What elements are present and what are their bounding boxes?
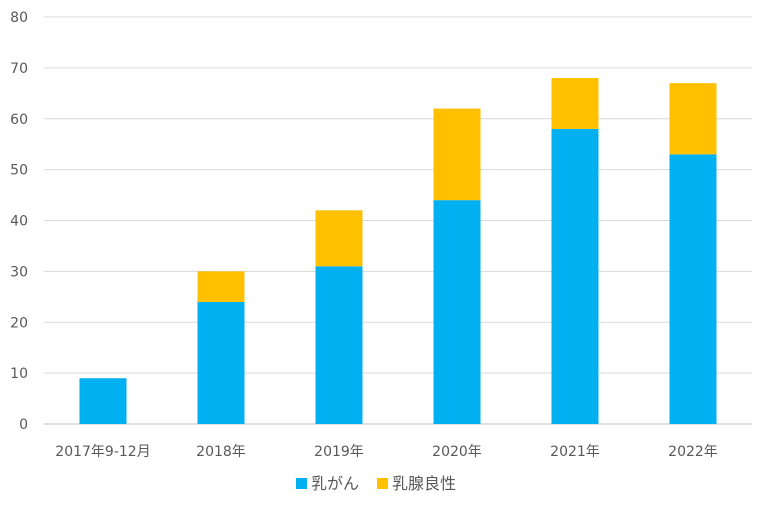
x-tick-label: 2019年	[314, 444, 364, 460]
bar-breast-cancer-3	[433, 200, 481, 424]
legend-swatch	[296, 478, 307, 489]
x-tick-label: 2017年9-12月	[55, 444, 150, 460]
legend-swatch	[377, 478, 388, 489]
bar-breast-cancer-5	[669, 154, 717, 425]
bar-benign-2	[315, 210, 363, 267]
x-tick-label: 2020年	[432, 444, 482, 460]
x-tick-label: 2018年	[196, 444, 246, 460]
legend: 乳がん 乳腺良性	[296, 474, 456, 493]
x-axis: 2017年9-12月 2018年 2019年 2020年 2021年 2022年	[55, 444, 718, 460]
y-tick-label: 70	[10, 61, 28, 77]
y-tick-label: 40	[10, 214, 28, 230]
bar-breast-cancer-4	[551, 128, 599, 425]
y-tick-label: 20	[10, 315, 28, 331]
legend-label: 乳がん	[311, 474, 359, 493]
bar-benign-3	[433, 108, 481, 201]
y-tick-label: 60	[10, 112, 28, 128]
y-tick-label: 0	[19, 417, 28, 433]
bar-breast-cancer-0	[79, 378, 127, 424]
x-tick-label: 2021年	[550, 444, 600, 460]
bar-benign-4	[551, 78, 599, 129]
bar-benign-1	[197, 271, 245, 302]
y-tick-label: 30	[10, 264, 28, 280]
y-axis: 0 10 20 30 40 50 60 70 80	[10, 10, 28, 433]
y-tick-label: 10	[10, 366, 28, 382]
bar-breast-cancer-1	[197, 301, 245, 424]
legend-label: 乳腺良性	[392, 474, 456, 493]
bars	[79, 78, 717, 425]
bar-benign-5	[669, 83, 717, 155]
gridlines	[44, 16, 752, 425]
x-tick-label: 2022年	[668, 444, 718, 460]
y-tick-label: 80	[10, 10, 28, 26]
y-tick-label: 50	[10, 163, 28, 179]
bar-breast-cancer-2	[315, 266, 363, 424]
